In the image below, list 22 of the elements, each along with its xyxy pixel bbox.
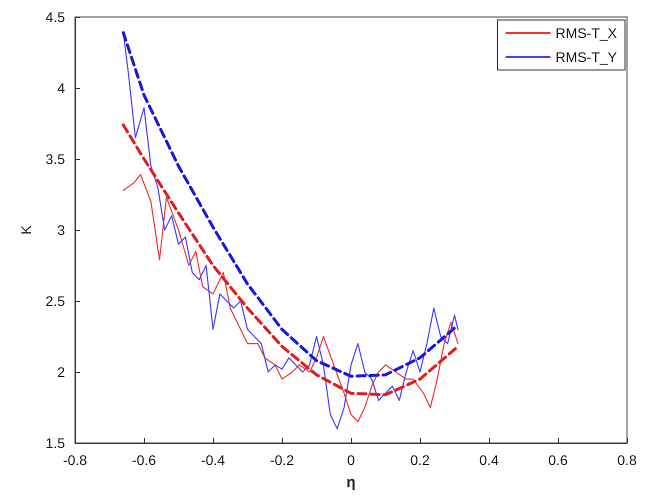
x-tick-label: 0: [347, 452, 356, 468]
y-tick-label: 2.5: [46, 293, 66, 309]
x-axis-title: η: [346, 474, 356, 491]
x-tick-label: -0.6: [132, 452, 156, 468]
x-tick-label: 0.4: [479, 452, 499, 468]
y-axis-title: K: [18, 224, 34, 235]
line-series: [122, 123, 460, 396]
y-tick-label: 3: [57, 222, 66, 238]
x-tick-label: 0.8: [617, 452, 637, 468]
x-tick-label: -0.2: [270, 452, 294, 468]
x-tick-label: -0.8: [62, 452, 88, 468]
legend-label: RMS-T_Y: [556, 49, 618, 65]
x-tick-label: 0.2: [410, 452, 430, 468]
y-tick-label: 4: [57, 80, 66, 96]
line-series: [122, 174, 459, 422]
legend-label: RMS-T_X: [556, 25, 618, 41]
y-tick-label: 4.5: [46, 9, 66, 25]
x-tick-label: 0.6: [548, 452, 568, 468]
y-tick-label: 1.5: [46, 435, 66, 451]
y-tick-label: 3.5: [46, 151, 66, 167]
x-tick-label: -0.4: [200, 452, 226, 468]
y-tick-label: 2: [57, 364, 66, 380]
